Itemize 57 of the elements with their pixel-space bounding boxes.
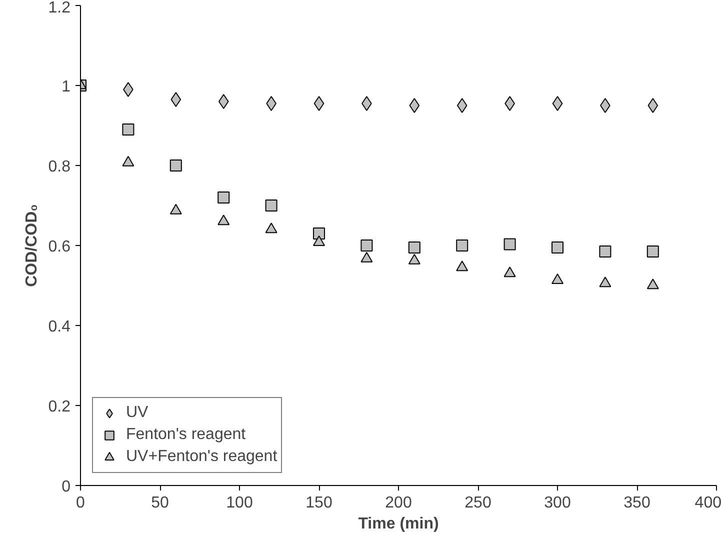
y-tick-label: 1.2 [48,0,71,16]
point [170,160,182,172]
y-tick-label: 1 [62,78,71,96]
point [362,96,372,111]
point [218,192,230,204]
point [123,82,134,97]
point [266,96,276,111]
x-tick-label: 350 [624,494,650,512]
point [408,254,420,264]
x-tick-label: 100 [226,494,253,512]
x-tick-label: 150 [306,494,332,512]
point [265,200,278,212]
point [599,276,612,288]
y-tick-label: 0.4 [48,318,71,336]
point [646,278,659,290]
point [122,156,134,166]
point [456,240,468,252]
y-tick-label: 0 [62,478,71,496]
point [170,204,182,214]
x-tick-label: 200 [385,494,412,512]
point [314,96,324,111]
point [360,252,373,262]
y-tick-label: 0.2 [48,398,71,416]
point [122,124,134,136]
point [360,240,373,252]
y-tick-label: 0.6 [48,238,71,256]
point [218,214,230,226]
point [648,98,658,113]
point [646,246,659,258]
y-axis-title: COD/COD₀ [23,204,40,287]
point [218,94,229,109]
x-tick-label: 300 [544,494,571,512]
point [504,238,516,250]
x-tick-label: 250 [464,494,492,512]
legend-label: UV+Fenton's reagent [126,448,278,466]
x-tick-label: 400 [694,494,721,512]
point [456,98,468,113]
point [265,222,278,234]
y-tick-label: 0.8 [48,158,71,176]
legend-label: UV [126,404,148,422]
point [552,242,564,254]
x-axis-title: Time (min) [358,516,439,532]
point [408,242,420,254]
point [170,92,182,107]
point [552,273,564,284]
point [504,96,515,111]
point [599,246,612,258]
point [552,96,563,111]
legend-label: Fenton's reagent [126,426,246,444]
x-tick-label: 50 [151,494,169,512]
point [313,235,325,246]
point [313,228,325,240]
x-tick-label: 0 [76,494,86,512]
point [600,98,610,113]
point [409,98,420,113]
point [456,260,468,272]
point [504,266,516,278]
